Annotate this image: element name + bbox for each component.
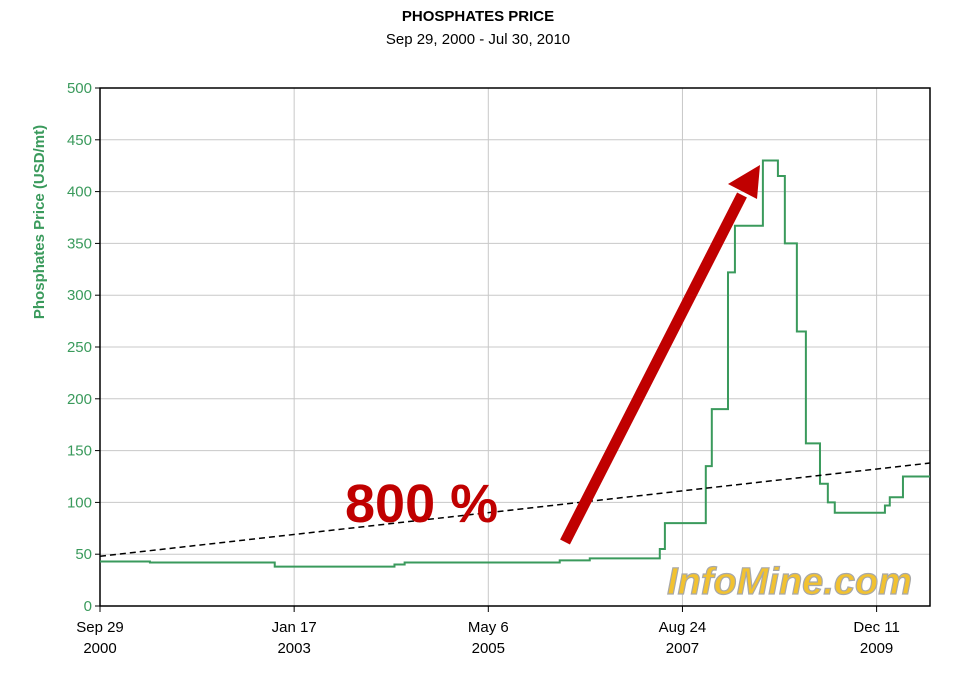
- watermark: InfoMine.com: [667, 561, 912, 603]
- x-tick-label: 2009: [860, 640, 893, 657]
- y-tick-label: 200: [67, 391, 92, 408]
- x-tick-label: May 6: [468, 619, 509, 636]
- x-tick-label: 2007: [666, 640, 699, 657]
- y-tick-label: 150: [67, 443, 92, 460]
- y-tick-label: 0: [84, 598, 92, 615]
- y-tick-label: 100: [67, 494, 92, 511]
- y-tick-label: 250: [67, 339, 92, 356]
- y-tick-label: 500: [67, 80, 92, 97]
- trend-line: [99, 462, 931, 558]
- x-tick-label: 2000: [83, 640, 116, 657]
- x-tick-label: Jan 17: [272, 619, 317, 636]
- arrow-shaft: [560, 192, 747, 545]
- x-tick-label: 2005: [472, 640, 505, 657]
- price-line: [100, 159, 930, 568]
- y-tick-label: 50: [75, 546, 92, 563]
- y-tick-label: 300: [67, 287, 92, 304]
- x-tick-label: Dec 11: [853, 619, 899, 636]
- y-tick-label: 400: [67, 184, 92, 201]
- plot-frame: [99, 87, 931, 607]
- annotation: 800 %: [345, 474, 498, 534]
- y-axis-label: Phosphates Price (USD/mt): [31, 125, 48, 319]
- x-tick-label: 2003: [277, 640, 310, 657]
- chart-subtitle: Sep 29, 2000 - Jul 30, 2010: [386, 31, 570, 48]
- x-tick-label: Sep 29: [76, 619, 124, 636]
- x-tick-label: Aug 24: [659, 619, 707, 636]
- chart-title: PHOSPHATES PRICE: [402, 8, 554, 25]
- y-tick-label: 350: [67, 235, 92, 252]
- arrow-head: [728, 165, 760, 199]
- y-tick-label: 450: [67, 132, 92, 149]
